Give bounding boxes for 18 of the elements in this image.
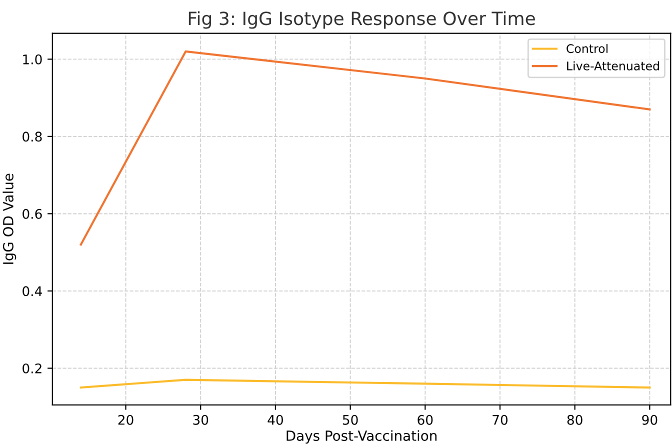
legend-label: Control bbox=[566, 44, 608, 54]
x-tick-label: 50 bbox=[342, 414, 358, 425]
x-tick-label: 60 bbox=[418, 414, 433, 425]
y-tick-label: 0.6 bbox=[22, 208, 42, 219]
y-axis-title: IgG OD Value bbox=[2, 174, 16, 264]
y-tick-label: 0.8 bbox=[22, 132, 42, 142]
y-tick-label: 0.2 bbox=[22, 363, 42, 374]
y-tick-label: 1.0 bbox=[23, 54, 42, 64]
x-tick-label: 30 bbox=[193, 414, 208, 425]
chart-title: Fig 3: IgG Isotype Response Over Time bbox=[188, 11, 535, 29]
x-tick-label: 90 bbox=[642, 414, 658, 425]
legend-label: Live-Attenuated bbox=[567, 61, 659, 70]
x-tick-label: 40 bbox=[268, 414, 283, 425]
x-axis-title: Days Post-Vaccination bbox=[286, 430, 437, 444]
x-tick-label: 70 bbox=[492, 414, 508, 425]
x-tick-label: 80 bbox=[567, 414, 582, 425]
y-tick-label: 0.4 bbox=[22, 286, 42, 296]
x-tick-label: 20 bbox=[118, 414, 134, 425]
